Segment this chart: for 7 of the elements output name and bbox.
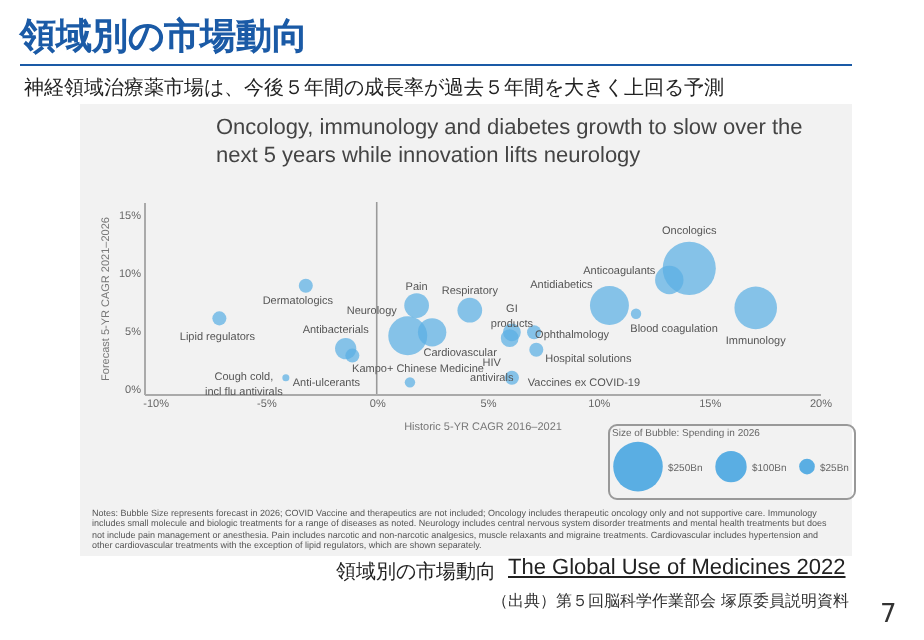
text: 領域別の市場動向	[20, 12, 852, 66]
text: The Global Use of Medicines 2022	[508, 556, 846, 580]
text: （出典）第５回脳科学作業部会 塚原委員説明資料	[492, 590, 850, 613]
text: 領域別の市場動向	[336, 559, 496, 586]
chart-subtitle: 神経領域治療薬市場は、今後５年間の成長率が過去５年間を大きく上回る予測	[24, 75, 724, 102]
chart-title: Oncology, immunology and diabetes growth to slow over the next 5 years while innovation lifts neurology	[216, 114, 805, 170]
text: 7	[880, 600, 897, 630]
